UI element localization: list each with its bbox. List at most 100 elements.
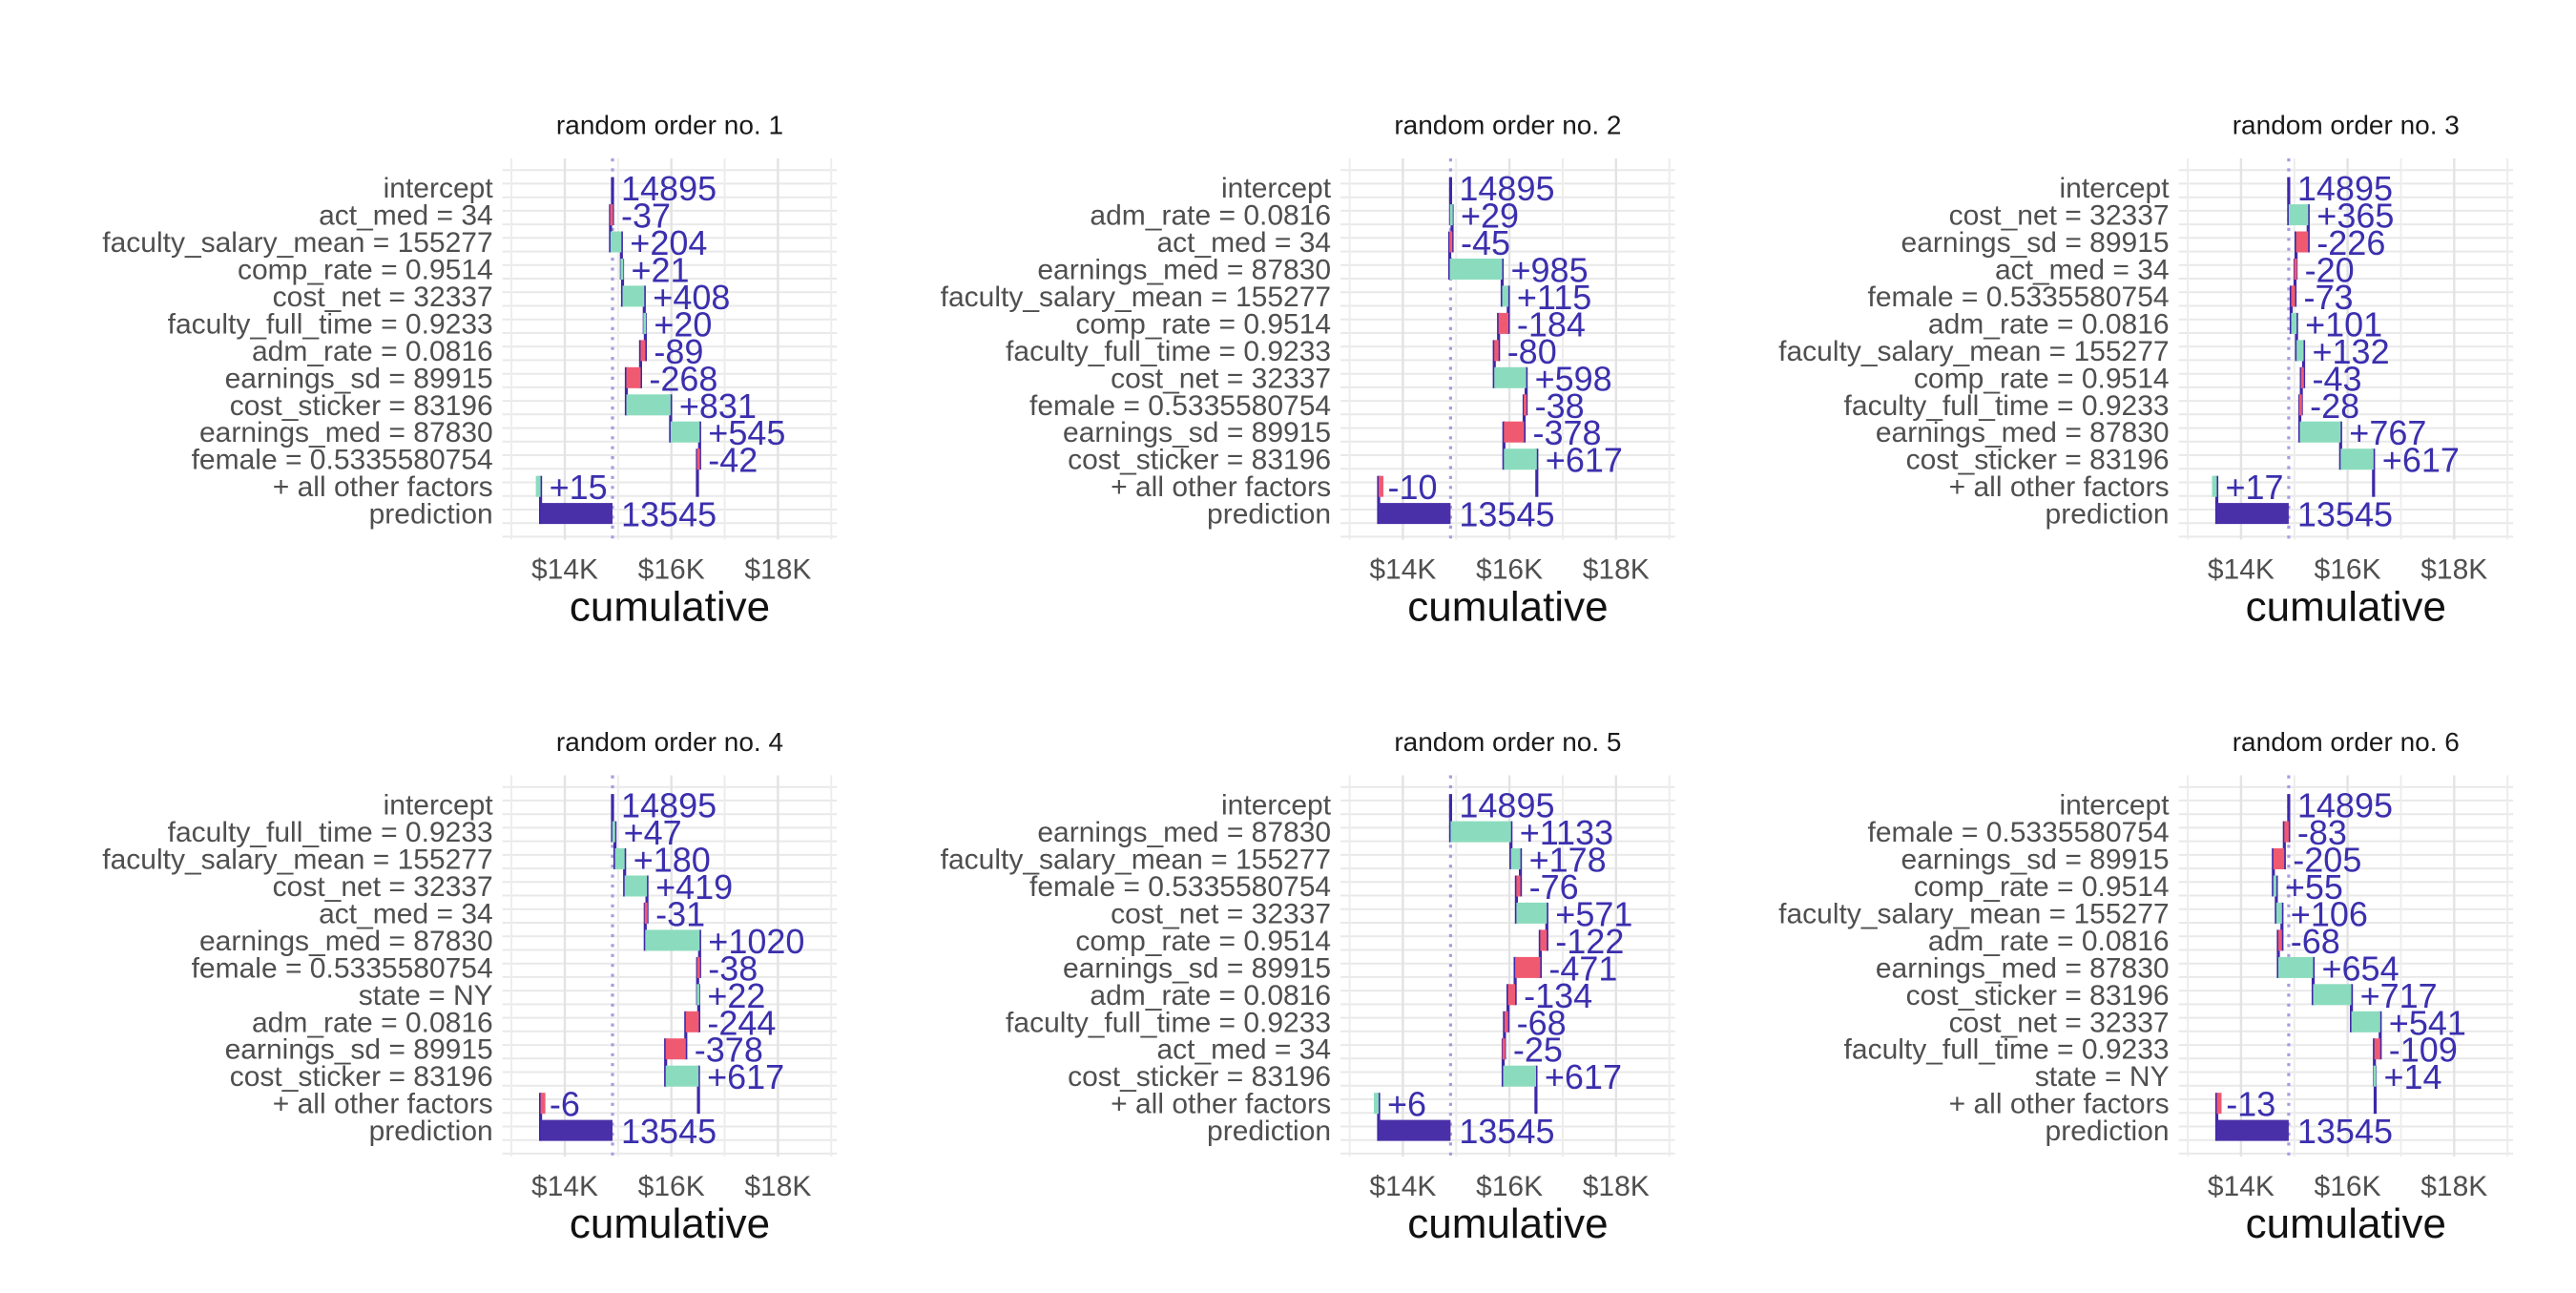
feature-label: prediction [1207,1116,1331,1147]
value-label: +717 [2360,976,2438,1015]
value-label: -89 [654,332,703,371]
value-label: 13545 [621,495,717,534]
feature-label: act_med = 34 [319,898,493,929]
feature-label: adm_rate = 0.0816 [1928,926,2170,957]
contribution-bar-positive [2278,956,2314,978]
contribution-bar-positive [2273,875,2276,897]
contribution-bar-negative [610,204,613,226]
value-label: +617 [707,1057,784,1096]
feature-label: prediction [2046,499,2170,531]
contribution-bar-positive [670,421,700,443]
x-tick-label: $14K [1369,554,1436,586]
value-label: -80 [1507,332,1557,371]
x-tick-label: $18K [1583,1171,1650,1202]
panel-title: random order no. 6 [2233,727,2460,757]
feature-label: earnings_med = 87830 [1037,255,1331,286]
other-factors-bar [1374,1093,1379,1115]
prediction-bar [1379,1119,1451,1141]
feature-label: earnings_med = 87830 [199,417,493,448]
value-label: -109 [2389,1031,2458,1070]
value-label: -76 [1529,867,1579,907]
feature-label: intercept [384,790,494,822]
value-label: +106 [2291,894,2368,933]
contribution-bar-negative [1524,394,1527,416]
value-label: +617 [2382,441,2460,480]
contribution-bar-positive [610,231,622,253]
feature-label: act_med = 34 [1156,227,1331,259]
contribution-bar-positive [2373,1065,2377,1087]
contribution-bar-negative [665,1038,686,1060]
value-label: -68 [1517,1003,1567,1042]
value-label: 14895 [621,786,717,825]
other-factors-bar [2212,475,2217,497]
contribution-bar-negative [1516,875,1521,897]
value-label: 13545 [621,1112,717,1151]
value-label: -471 [1548,949,1617,988]
feature-label: intercept [384,173,494,204]
value-label: +115 [1517,278,1591,317]
value-label: -83 [2297,813,2347,852]
x-tick-label: $16K [2315,1171,2381,1202]
panel-title: random order no. 2 [1394,110,1621,139]
panel-title: random order no. 4 [556,727,783,757]
contribution-bar-positive [665,1065,699,1087]
x-axis-title: cumulative [570,1200,770,1247]
feature-label: earnings_med = 87830 [1876,417,2170,448]
feature-label: comp_rate = 0.9514 [238,255,493,286]
feature-label: act_med = 34 [319,200,493,232]
value-label: -42 [708,441,758,480]
feature-label: cost_sticker = 83196 [1068,1061,1331,1093]
feature-label: cost_net = 32337 [1111,898,1331,929]
feature-label: earnings_sd = 89915 [1901,227,2170,259]
value-label: +985 [1511,251,1589,290]
value-label: +617 [1545,1057,1622,1096]
feature-label: + all other factors [1111,471,1331,503]
other-factors-bar [2216,1093,2222,1115]
x-tick-label: $16K [1476,554,1543,586]
feature-label: intercept [2060,790,2171,822]
contribution-bar-negative [1498,312,1508,334]
value-label: +6 [1387,1085,1426,1124]
value-label: +17 [2226,468,2284,507]
contribution-bar-negative [1449,231,1453,253]
feature-label: act_med = 34 [1995,255,2170,286]
contribution-bar-positive [614,848,625,869]
value-label: +365 [2316,197,2394,236]
value-label: 13545 [1459,1112,1554,1151]
value-label: 13545 [2297,495,2393,534]
value-label: +545 [708,413,785,452]
contribution-bar-positive [2340,448,2374,470]
feature-label: female = 0.5335580754 [192,445,493,476]
value-label: 14895 [2297,786,2393,825]
contribution-bar-negative [696,448,700,470]
value-label: +571 [1555,894,1632,933]
feature-label: faculty_salary_mean = 155277 [941,845,1331,876]
value-label: +29 [1461,197,1519,236]
feature-label: prediction [369,499,493,531]
contribution-bar-positive [1449,204,1453,226]
x-axis-title: cumulative [1407,584,1608,631]
contribution-bar-positive [1504,448,1537,470]
x-tick-label: $14K [531,1171,598,1202]
contribution-bar-positive [1510,848,1521,869]
feature-label: earnings_med = 87830 [199,926,493,957]
value-label: +831 [679,386,757,426]
value-label: +20 [654,304,712,344]
panel-random-order-4: 14895+47+180+419-31+1020-38+22-244-378+6… [102,727,838,1247]
contribution-bar-positive [2291,312,2297,334]
feature-label: cost_net = 32337 [273,871,493,903]
value-label: -38 [1535,386,1585,426]
feature-label: prediction [2046,1116,2170,1147]
panel-title: random order no. 5 [1394,727,1621,757]
contribution-bar-positive [643,312,647,334]
contribution-bar-negative [2284,821,2289,843]
feature-label: intercept [1221,790,1332,822]
x-tick-label: $18K [744,554,811,586]
contribution-bar-positive [645,929,700,951]
value-label: +541 [2389,1003,2466,1042]
contribution-bar-negative [640,340,646,362]
feature-label: faculty_full_time = 0.9233 [168,817,493,848]
panel-title: random order no. 3 [2233,110,2460,139]
contribution-bar-positive [2313,984,2352,1006]
